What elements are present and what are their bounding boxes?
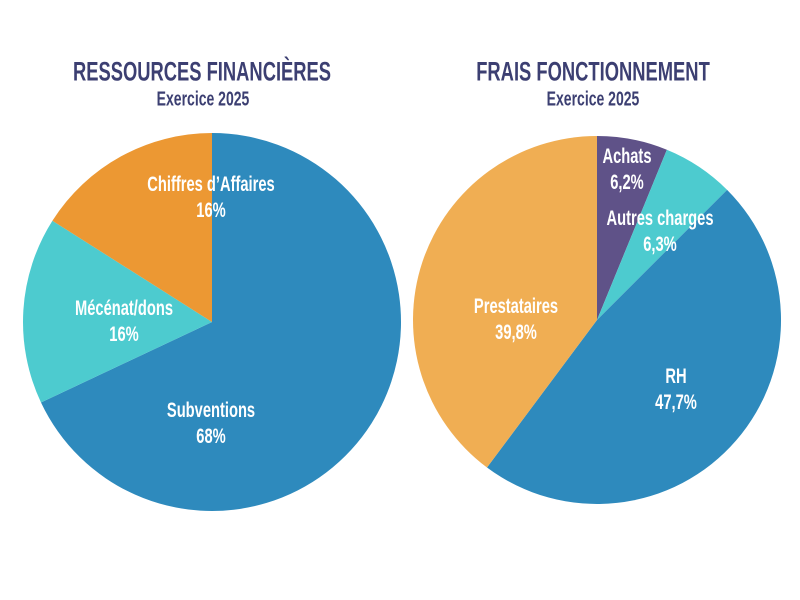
slice-label-m-c-nat-dons: Mécénat/dons 16% (75, 296, 173, 348)
slice-name: Prestataires (473, 295, 559, 318)
slice-name: Mécénat/dons (74, 297, 174, 320)
slice-value: 6,2% (610, 171, 644, 194)
left-chart-subtitle: Exercice 2025 (156, 88, 250, 111)
slice-label-rh: RH 47,7% (655, 364, 697, 416)
slice-value: 6,3% (643, 233, 677, 256)
pie-slice-rh (486, 189, 782, 505)
slice-name: Achats (602, 145, 652, 168)
pie-slice-m-c-nat-dons (23, 220, 212, 403)
slice-label-subventions: Subventions 68% (167, 398, 255, 450)
right-chart-title: FRAIS FONCTIONNEMENT (476, 56, 710, 87)
slice-label-achats: Achats 6,2% (602, 144, 651, 196)
slice-value: 47,7% (655, 391, 697, 414)
right-chart-subtitle: Exercice 2025 (546, 88, 640, 111)
slice-name: Subventions (166, 399, 256, 422)
slice-label-autres-charges: Autres charges 6,3% (606, 206, 713, 258)
slice-value: 16% (109, 323, 139, 346)
slice-value: 39,8% (495, 321, 537, 344)
pie-slice-subventions (40, 133, 402, 511)
pie-slice-chiffres-d-affaires (52, 133, 212, 322)
slice-value: 68% (196, 425, 226, 448)
left-chart-title: RESSOURCES FINANCIÈRES (72, 56, 332, 87)
slice-name: RH (665, 365, 687, 388)
pie-slice-autres-charges (597, 149, 728, 320)
slice-name: Chiffres d’Affaires (147, 173, 275, 196)
slice-value: 16% (196, 199, 226, 222)
slice-label-prestataires: Prestataires 39,8% (474, 294, 558, 346)
pie-slice-achats (597, 136, 667, 320)
slice-label-chiffres-d-affaires: Chiffres d’Affaires 16% (147, 172, 274, 224)
slice-name: Autres charges (606, 207, 714, 230)
pie-slice-prestataires (413, 136, 597, 468)
